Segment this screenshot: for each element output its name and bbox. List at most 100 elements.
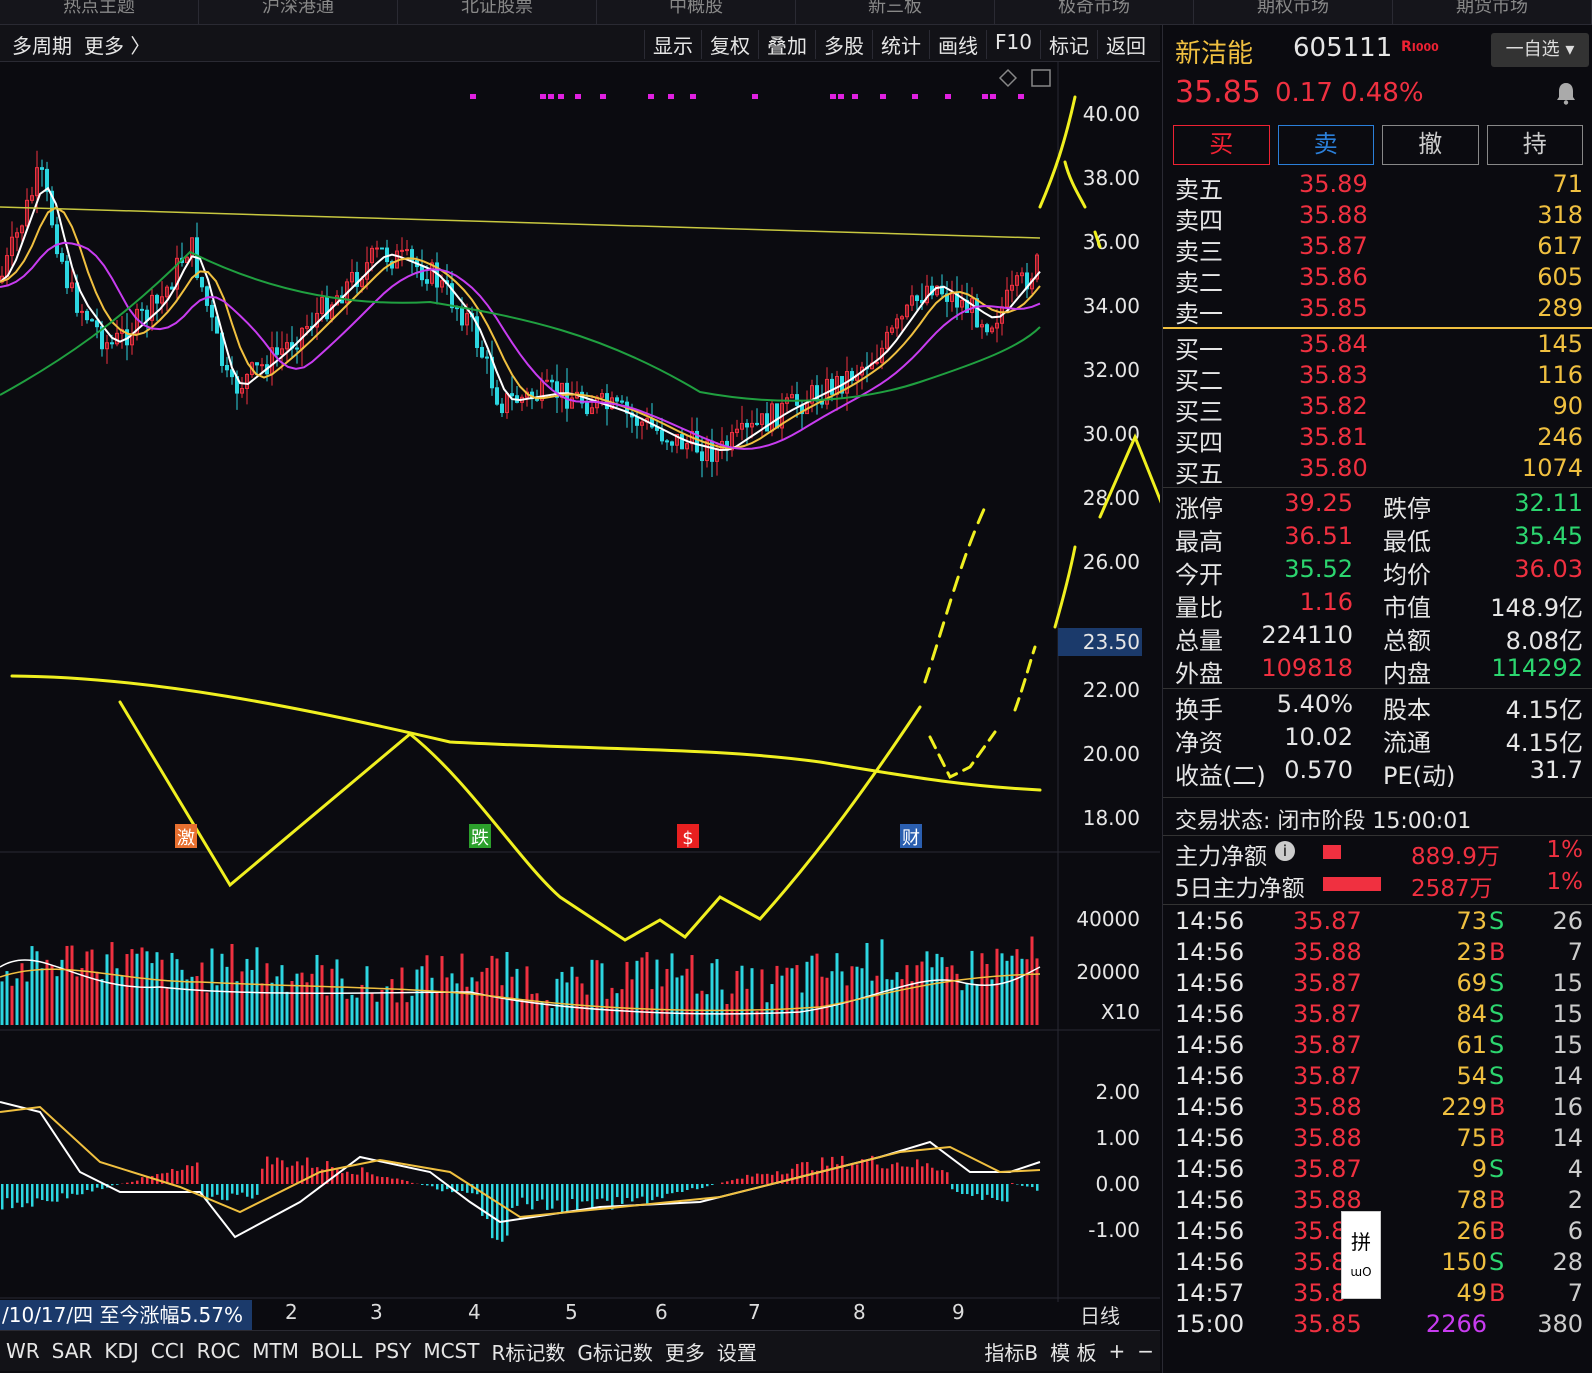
indicator-tab[interactable]: MCST [423, 1339, 480, 1363]
toolbar-item[interactable]: 叠加 [758, 30, 815, 59]
candle-body [830, 378, 834, 395]
book-price: 35.85 [1299, 294, 1368, 322]
indicator-tab[interactable]: PSY [374, 1339, 412, 1363]
money-flow-row: 5日主力净额 2587万 1% [1163, 869, 1592, 902]
stock-name: 新洁能 [1175, 39, 1254, 69]
indicator-tab[interactable]: SAR [51, 1339, 93, 1363]
period-label[interactable]: 日线 [1080, 1304, 1120, 1328]
top-tab[interactable]: 期权市场 [1194, 0, 1393, 24]
top-tab[interactable]: 新三板 [796, 0, 995, 24]
stat-label: 均价 [1383, 561, 1431, 589]
toolbar-left-item[interactable]: 多周期 [12, 34, 72, 58]
top-tab[interactable]: 北证股票 [398, 0, 597, 24]
indicator-tab[interactable]: ROC [196, 1339, 241, 1363]
tick-price: 35.8 [1293, 1217, 1347, 1245]
candle-body [750, 422, 754, 428]
candle-body [485, 356, 489, 359]
tick-time: 14:57 [1175, 1279, 1245, 1307]
candle-body [320, 296, 324, 314]
indicator-tab[interactable]: G标记数 [577, 1340, 653, 1365]
ma20-line [0, 241, 1041, 450]
tick-time: 14:56 [1175, 1155, 1245, 1183]
candle-body [700, 451, 704, 462]
top-tab[interactable]: 期货市场 [1393, 0, 1592, 24]
watchlist-button[interactable]: 一自选 ▾ [1491, 33, 1589, 67]
indicator-right-button[interactable]: 指标B [984, 1340, 1039, 1365]
indicator-tab[interactable]: BOLL [310, 1339, 363, 1363]
candle-body [80, 310, 84, 313]
trade-button[interactable]: 持 [1486, 125, 1583, 165]
money-flow-pct: 1% [1546, 837, 1584, 863]
indicator-tab[interactable]: 设置 [716, 1340, 757, 1365]
toolbar-item[interactable]: 显示 [644, 30, 701, 59]
indicator-tab[interactable]: R标记数 [491, 1340, 566, 1365]
candle-body [600, 393, 604, 398]
price-axis-label: 30.00 [1083, 422, 1140, 446]
stat-label: 总额 [1383, 627, 1431, 655]
trade-button[interactable]: 买 [1173, 125, 1270, 165]
tick-row: 14:56 35.88 229 B 16 [1163, 1093, 1592, 1124]
candle-body [380, 247, 384, 250]
month-label: 7 [748, 1300, 761, 1324]
top-tab[interactable]: 沪深港通 [199, 0, 398, 24]
book-row: 卖四 35.88 318 [1163, 201, 1592, 235]
book-level: 买二 [1175, 367, 1223, 395]
toolbar-item[interactable]: 统计 [872, 30, 929, 59]
indicator-right-button[interactable]: 模 板 [1050, 1340, 1097, 1365]
hand-drawn-annotation [10, 95, 1160, 942]
event-marker-label: 财 [902, 828, 920, 849]
stat-label: 收益(二) [1175, 762, 1266, 790]
tick-count: 16 [1552, 1093, 1583, 1121]
kline-chart[interactable]: 40.0038.0036.0034.0032.0030.0028.0026.00… [0, 62, 1160, 1322]
stat-label: 最高 [1175, 528, 1223, 556]
toolbar-left-item[interactable]: 更多 〉 [84, 34, 151, 58]
money-flow: 主力净额 i 889.9万 1% 5日主力净额 2587万 1% [1163, 837, 1592, 902]
tick-price: 35.85 [1293, 1310, 1362, 1338]
info-icon[interactable]: i [1275, 841, 1295, 861]
candle-body [915, 295, 919, 301]
tick-volume: 84 [1456, 1000, 1487, 1028]
indicator-right-button[interactable]: − [1137, 1339, 1154, 1363]
ime-indicator[interactable]: 拼 ɯO [1341, 1211, 1381, 1299]
candle-body [425, 279, 429, 284]
toolbar-item[interactable]: 多股 [815, 30, 872, 59]
toolbar-item[interactable]: 返回 [1097, 30, 1154, 59]
bell-icon[interactable] [1555, 81, 1577, 105]
indicator-tab[interactable]: MTM [252, 1339, 299, 1363]
toolbar-item[interactable]: 复权 [701, 30, 758, 59]
panel-toggle-icon[interactable] [1031, 69, 1051, 87]
candle-body [70, 282, 74, 289]
indicator-tab[interactable]: WR [6, 1339, 40, 1363]
indicator-right-button[interactable]: + [1108, 1339, 1126, 1363]
stat-label: 净资 [1175, 729, 1223, 757]
tick-side: S [1489, 1155, 1505, 1183]
trade-button[interactable]: 撤 [1382, 125, 1479, 165]
trade-button[interactable]: 卖 [1277, 125, 1374, 165]
toolbar-item[interactable]: 标记 [1040, 30, 1097, 59]
tick-time: 14:56 [1175, 1217, 1245, 1245]
candle-body [430, 262, 434, 284]
indicator-tab[interactable]: KDJ [104, 1339, 139, 1363]
money-flow-amount: 2587万 [1411, 876, 1493, 902]
ma10-line [0, 206, 1041, 450]
toolbar-item[interactable]: F10 [986, 30, 1040, 59]
event-marker-label: 跌 [471, 828, 489, 849]
stat-value: 109818 [1261, 654, 1353, 682]
indicator-tab[interactable]: CCI [150, 1339, 185, 1363]
price-axis-label: 23.50 [1083, 630, 1140, 654]
candle-body [1020, 272, 1024, 277]
tick-volume: 61 [1456, 1031, 1487, 1059]
indicator-tab[interactable]: 更多 [664, 1340, 705, 1365]
month-label: 9 [952, 1300, 965, 1324]
price-change: 0.17 [1275, 78, 1333, 108]
candle-body [760, 413, 764, 425]
top-tab[interactable]: 热点主题 [0, 0, 199, 24]
top-tab[interactable]: 中概股 [597, 0, 796, 24]
book-price: 35.81 [1299, 423, 1368, 451]
tick-price: 35.88 [1293, 938, 1362, 966]
stat-value: 36.51 [1284, 522, 1353, 550]
top-tab[interactable]: 极奇市场 [995, 0, 1194, 24]
tick-time: 14:56 [1175, 1093, 1245, 1121]
diamond-icon[interactable] [998, 68, 1018, 88]
toolbar-item[interactable]: 画线 [929, 30, 986, 59]
